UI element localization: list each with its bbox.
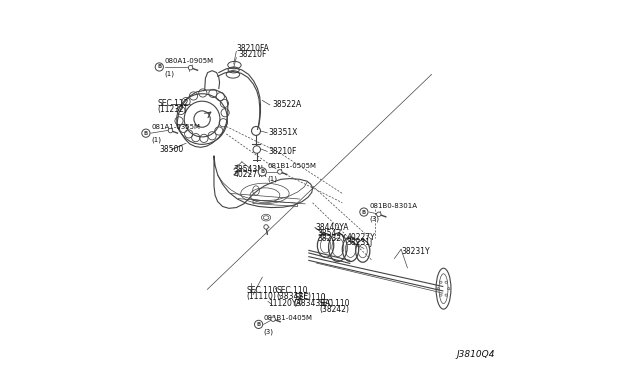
Circle shape <box>156 63 163 71</box>
Text: 38210F: 38210F <box>238 50 266 59</box>
Text: SEC.110: SEC.110 <box>318 299 349 308</box>
Text: (1): (1) <box>268 176 278 182</box>
Circle shape <box>376 212 381 217</box>
Text: 38543N: 38543N <box>234 165 264 174</box>
Text: 080A1-0905M: 080A1-0905M <box>164 58 214 64</box>
Text: B: B <box>260 169 264 174</box>
Text: 40227YA: 40227YA <box>234 170 267 179</box>
Text: (38242): (38242) <box>319 305 349 314</box>
Circle shape <box>188 65 193 70</box>
Text: J3810Q4: J3810Q4 <box>456 350 495 359</box>
Circle shape <box>259 168 266 176</box>
Text: 38440YA: 38440YA <box>316 223 349 232</box>
Text: 38231Y: 38231Y <box>402 247 431 256</box>
Circle shape <box>271 317 275 321</box>
Text: (38343E): (38343E) <box>276 292 311 301</box>
Text: 11120YA: 11120YA <box>268 299 301 308</box>
Text: 081B0-8301A: 081B0-8301A <box>369 203 417 209</box>
Text: 081B1-0405M: 081B1-0405M <box>264 315 313 321</box>
Text: (11232): (11232) <box>157 105 187 114</box>
Text: 40227Y: 40227Y <box>347 233 376 242</box>
Text: 38210F: 38210F <box>268 147 296 156</box>
Text: 38232Y: 38232Y <box>317 234 346 243</box>
Text: B: B <box>157 64 161 70</box>
Circle shape <box>142 129 150 137</box>
Text: 38543: 38543 <box>317 229 341 238</box>
Circle shape <box>168 128 173 133</box>
Text: (1): (1) <box>164 71 175 77</box>
Circle shape <box>255 320 262 328</box>
Text: 081B1-0505M: 081B1-0505M <box>268 163 317 169</box>
Circle shape <box>278 170 282 174</box>
Circle shape <box>264 225 268 229</box>
Circle shape <box>360 208 368 216</box>
Text: B: B <box>257 322 260 327</box>
Text: 38522A: 38522A <box>273 100 301 109</box>
Text: B: B <box>144 131 148 136</box>
Text: 38231J: 38231J <box>347 238 373 247</box>
Text: SEC.112: SEC.112 <box>157 99 188 108</box>
Text: SEC.110: SEC.110 <box>294 293 326 302</box>
Text: (1): (1) <box>151 137 161 143</box>
Text: 38500: 38500 <box>159 145 184 154</box>
Text: B: B <box>362 209 366 215</box>
Text: (3): (3) <box>369 216 379 222</box>
Text: (11110): (11110) <box>246 292 276 301</box>
Text: 38351X: 38351X <box>268 128 298 137</box>
Text: (3): (3) <box>264 328 274 334</box>
Text: 081A1-0355M: 081A1-0355M <box>151 124 200 130</box>
Text: SEC.110: SEC.110 <box>246 286 278 295</box>
Text: 38210FA: 38210FA <box>236 44 269 53</box>
Text: (38343EA): (38343EA) <box>293 299 333 308</box>
Text: SEC.110: SEC.110 <box>276 286 308 295</box>
